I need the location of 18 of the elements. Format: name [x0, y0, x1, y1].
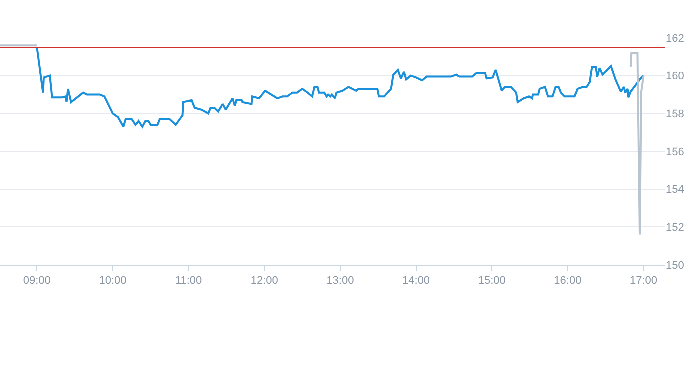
x-tick-label: 16:00 — [554, 275, 582, 288]
x-tick-label: 14:00 — [402, 275, 430, 288]
x-tick-label: 09:00 — [23, 275, 51, 288]
y-tick-label: 162 — [666, 32, 684, 45]
x-tick-label: 11:00 — [175, 275, 202, 288]
line-series — [36, 46, 645, 128]
x-tick-label: 12:00 — [250, 275, 278, 288]
x-tick-label: 15:00 — [478, 275, 506, 288]
x-tick-label: 10:00 — [99, 275, 127, 288]
y-tick-label: 156 — [666, 146, 684, 158]
y-tick-label: 160 — [666, 70, 684, 83]
x-tick-label: 13:00 — [326, 275, 354, 288]
y-tick-label: 154 — [666, 184, 684, 196]
y-tick-label: 150 — [666, 260, 684, 272]
y-tick-label: 158 — [666, 108, 684, 121]
y-tick-label: 152 — [666, 222, 684, 234]
x-tick-label: 17:00 — [630, 275, 658, 288]
line-series — [630, 52, 645, 236]
